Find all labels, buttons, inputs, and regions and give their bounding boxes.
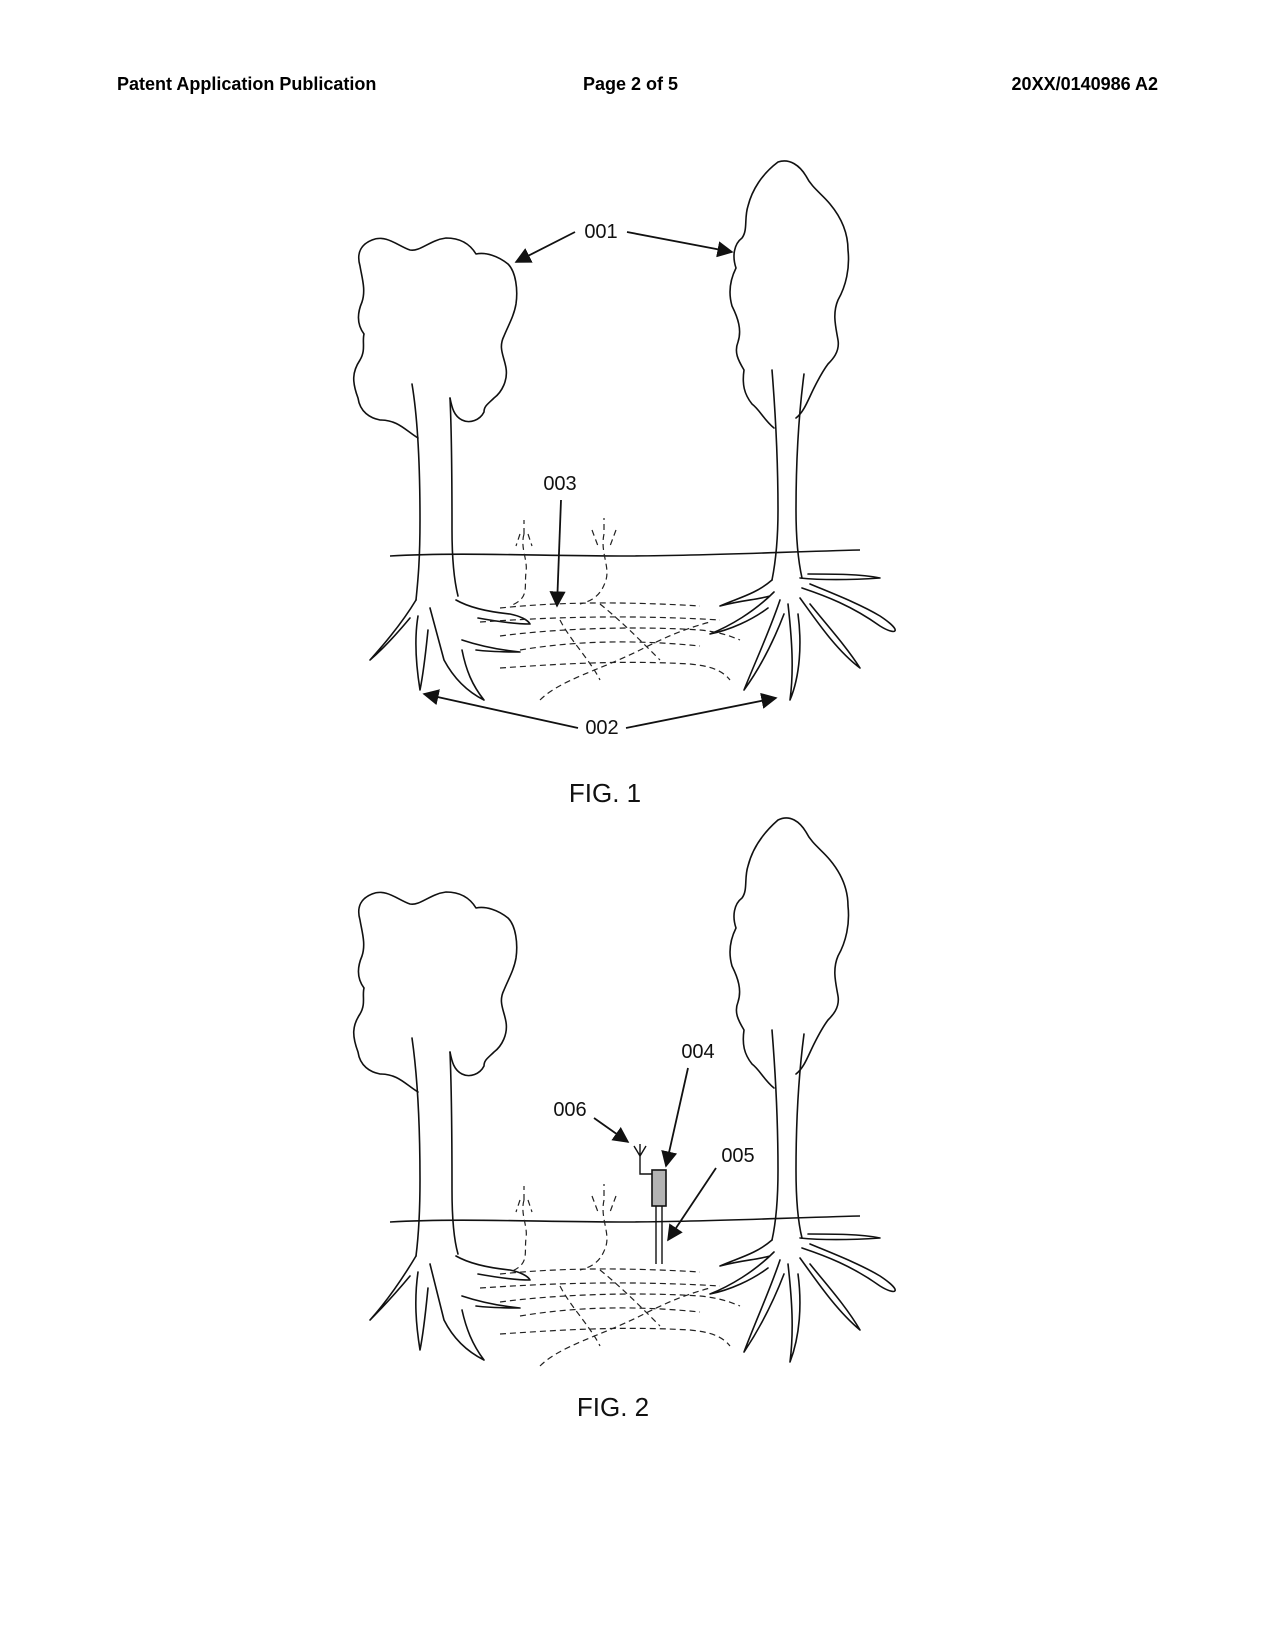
fig2-leader-004 xyxy=(666,1068,688,1166)
fig2-right-tree-trunk xyxy=(772,1030,778,1240)
fig2-label-006: 006 xyxy=(553,1099,586,1121)
fig2-mycelial-network xyxy=(480,1184,740,1366)
fig2-right-tree-canopy xyxy=(730,818,849,1088)
fig2-caption: FIG. 2 xyxy=(577,1392,649,1422)
fig2-label-004: 004 xyxy=(681,1041,714,1063)
fig2-sensor-assembly xyxy=(634,1144,666,1264)
fig2-antenna-mast xyxy=(640,1156,652,1174)
fig2-left-tree-canopy xyxy=(354,892,517,1092)
fig2-leader-005 xyxy=(668,1168,716,1240)
fig2-label-005: 005 xyxy=(721,1145,754,1167)
fig2-sensor-housing xyxy=(652,1170,666,1206)
fig2-leader-006 xyxy=(594,1118,628,1142)
fig2-right-tree-roots xyxy=(710,1234,895,1362)
fig2-antenna-icon xyxy=(634,1144,646,1156)
fig2-left-tree-roots xyxy=(370,1256,530,1360)
fig2-ground-line xyxy=(390,1216,860,1222)
fig2-left-tree-trunk xyxy=(412,1038,420,1256)
